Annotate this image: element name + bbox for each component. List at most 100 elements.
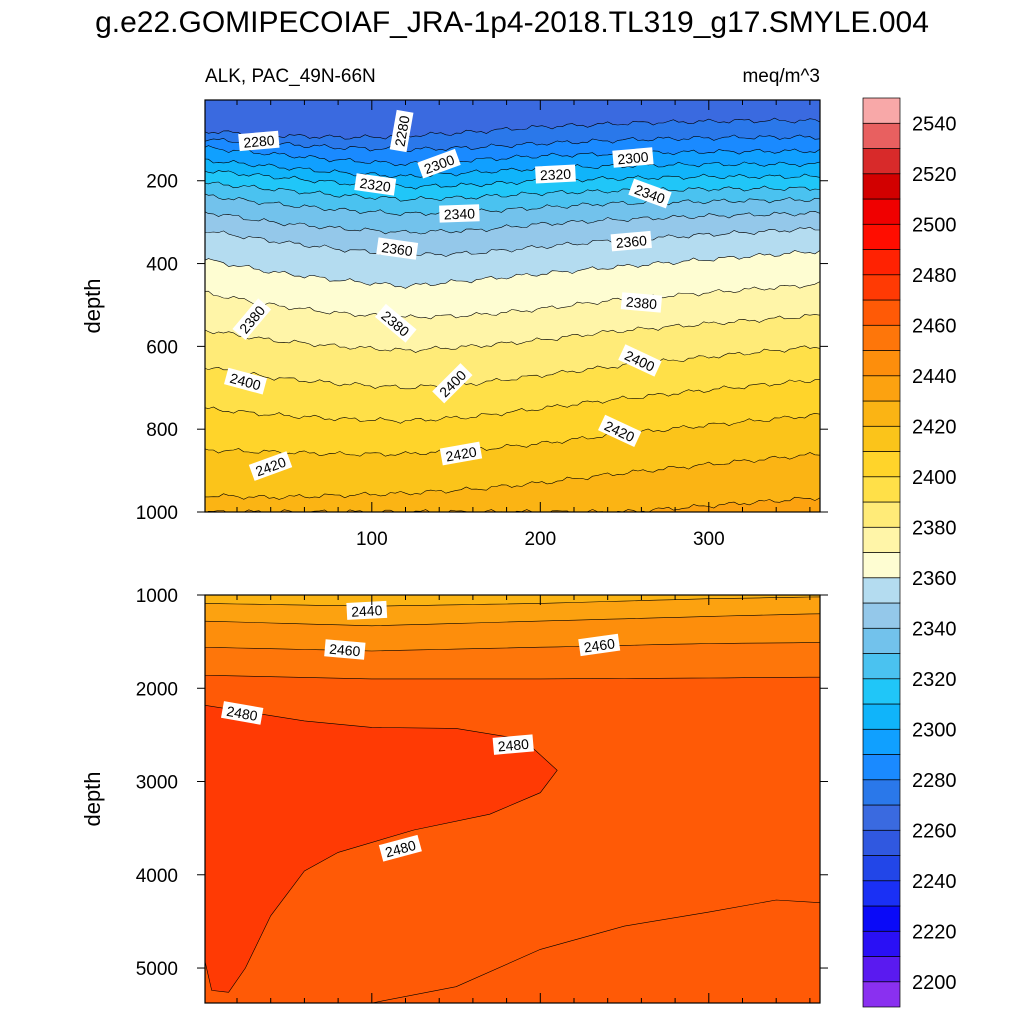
upper-contour-line [205, 345, 820, 390]
lower-contour-label-text: 2460 [329, 641, 362, 660]
colorbar-label: 2240 [912, 871, 957, 893]
upper-contour-line [205, 117, 820, 140]
upper-contour-label-text: 2300 [617, 149, 650, 168]
lower-fill-band [205, 704, 558, 993]
colorbar-swatch [862, 425, 901, 452]
upper-contour-label-text: 2320 [359, 175, 392, 195]
lower-contour-line [205, 642, 820, 652]
lower-plot-frame [204, 594, 821, 1004]
colorbar-swatch [862, 855, 901, 882]
upper-contour-label-box [248, 451, 293, 481]
upper-contour-label-box [612, 147, 654, 168]
colorbar-swatch [862, 930, 901, 957]
lower-y-tick-label: 3000 [136, 773, 178, 794]
colorbar-swatch [862, 249, 901, 276]
colorbar-swatch [862, 299, 901, 326]
colorbar-swatch [862, 880, 901, 907]
colorbar-swatch [862, 981, 901, 1008]
upper-contour-label-box [376, 237, 419, 260]
lower-contour-label-box [324, 639, 366, 660]
upper-contour-line [205, 379, 820, 424]
lower-contour-label-text: 2480 [225, 703, 259, 724]
upper-contour-label: 2380 [620, 292, 663, 313]
upper-y-tick-label: 1000 [136, 503, 178, 524]
lower-y-axis-label: depth [80, 771, 105, 826]
colorbar-swatch [862, 476, 901, 503]
lower-contour-line [205, 613, 820, 627]
upper-y-tick-label: 200 [146, 172, 178, 193]
lower-contour-label: 2480 [378, 834, 422, 862]
colorbar-swatch [862, 400, 901, 427]
lower-contour-label-text: 2480 [497, 736, 530, 755]
colorbar-label: 2420 [912, 416, 957, 438]
colorbar-label: 2320 [912, 669, 957, 691]
upper-x-tick-label: 200 [524, 529, 556, 550]
upper-contour-line [205, 250, 820, 289]
colorbar-label: 2260 [912, 820, 957, 842]
upper-contour-label: 2320 [535, 164, 576, 184]
upper-contour-label-text: 2320 [540, 166, 572, 184]
colorbar-swatch [862, 905, 901, 932]
upper-contour-label-box [618, 344, 662, 377]
colorbar-swatch [862, 122, 901, 149]
colorbar-swatch [862, 627, 901, 654]
colorbar-swatch [862, 653, 901, 680]
upper-contour-line [205, 314, 820, 353]
colorbar-swatch [862, 754, 901, 781]
colorbar-swatch [862, 97, 901, 124]
upper-contour-label-text: 2360 [381, 239, 414, 259]
colorbar-swatch [862, 602, 901, 629]
upper-contour-line [205, 134, 820, 152]
upper-panel-left-subtitle: ALK, PAC_49N-66N [205, 66, 376, 87]
upper-contour-label-box [354, 173, 397, 196]
upper-y-tick-label: 800 [146, 420, 178, 441]
upper-contour-label: 2280 [238, 130, 280, 152]
figure-title: g.e22.GOMIPECOIAF_JRA-1p4-2018.TL319_g17… [95, 6, 929, 39]
upper-contour-label-box [535, 164, 576, 184]
colorbar-label: 2340 [912, 618, 957, 640]
upper-plot-frame [204, 99, 821, 513]
upper-contour-label: 2420 [439, 441, 483, 466]
lower-contour-line [205, 674, 820, 680]
colorbar-swatch [862, 829, 901, 856]
colorbar-label: 2200 [912, 972, 957, 994]
upper-contour-label-box [232, 298, 272, 340]
colorbar-label: 2500 [912, 214, 957, 236]
upper-contour-label-text: 2420 [444, 443, 478, 464]
colorbar-swatch [862, 678, 901, 705]
colorbar-label: 2440 [912, 366, 957, 388]
upper-contour-label: 2280 [389, 109, 414, 153]
upper-x-tick-label: 100 [356, 529, 388, 550]
colorbar-swatch [862, 956, 901, 983]
lower-contour-label: 2440 [346, 600, 388, 620]
upper-contour-label: 2360 [610, 230, 652, 252]
lower-contour-label-text: 2460 [583, 635, 616, 655]
lower-y-tick-label: 4000 [136, 866, 178, 887]
upper-contour-line [205, 210, 820, 235]
colorbar-label: 2520 [912, 164, 957, 186]
upper-contour-label-box [374, 303, 417, 343]
upper-contour-label-box [597, 414, 642, 448]
lower-y-tick-label: 2000 [136, 679, 178, 700]
colorbar-swatch [862, 223, 901, 250]
colorbar-label: 2540 [912, 113, 957, 135]
lower-contour-label: 2480 [221, 701, 264, 725]
upper-fill-band [205, 452, 820, 512]
upper-contour-label-text: 2360 [615, 232, 648, 251]
lower-contour-label-box [492, 734, 534, 755]
colorbar-label: 2280 [912, 770, 957, 792]
upper-contour-label-text: 2280 [243, 132, 276, 151]
colorbar-swatch [862, 451, 901, 478]
lower-contour-label-box [221, 701, 264, 725]
upper-contour-label-box [439, 204, 480, 223]
upper-contour-label: 2300 [612, 147, 654, 168]
lower-contour-label-text: 2440 [351, 602, 383, 620]
lower-contour-label: 2480 [492, 734, 534, 755]
upper-contour-label-text: 2400 [228, 370, 262, 394]
colorbar-swatch [862, 324, 901, 351]
upper-contour-line [205, 181, 820, 202]
upper-y-tick-label: 400 [146, 255, 178, 276]
colorbar-swatch [862, 148, 901, 175]
